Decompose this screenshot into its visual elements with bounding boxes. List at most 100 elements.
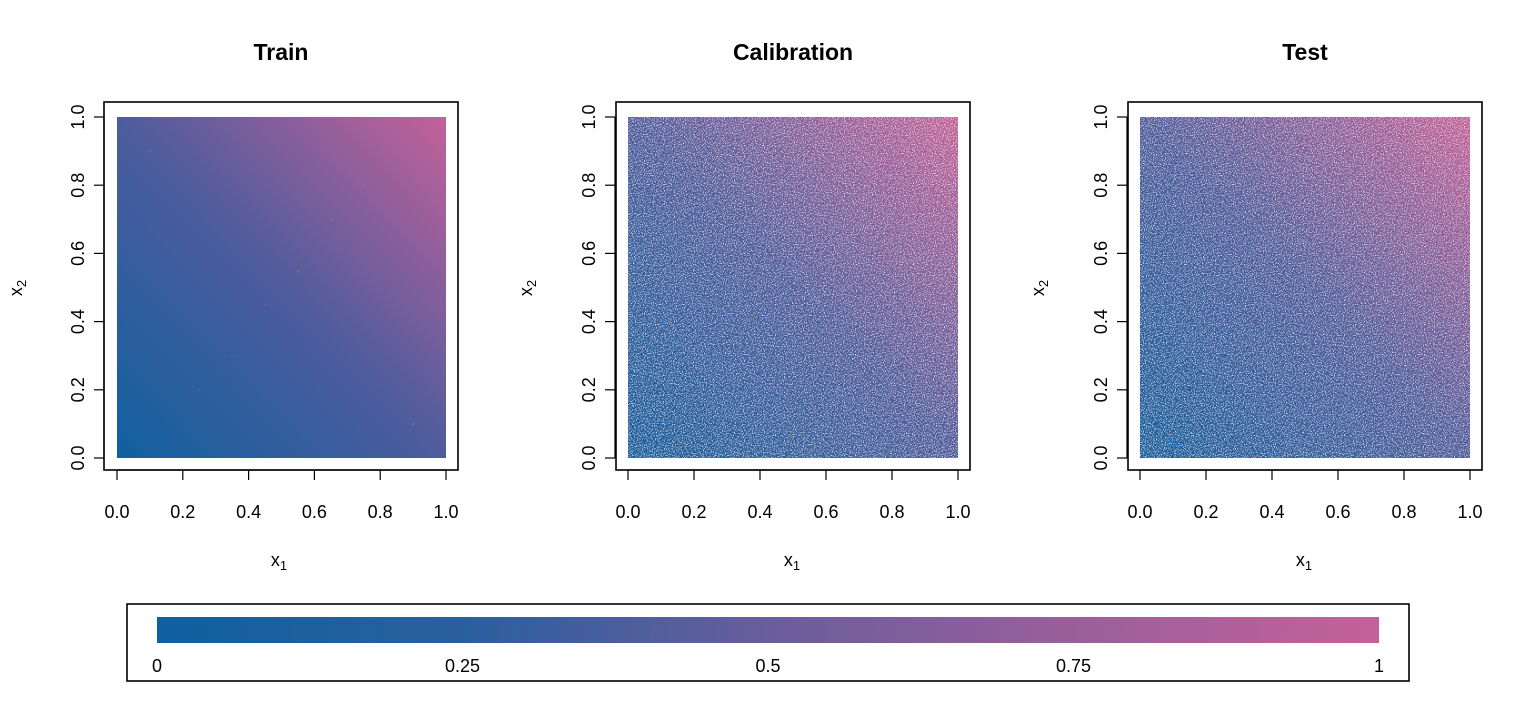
x-axis-label-main: x bbox=[1296, 550, 1305, 570]
scatter-point bbox=[230, 354, 234, 358]
x-tick-label: 0.8 bbox=[879, 502, 904, 522]
colorbar-tick-label: 1 bbox=[1374, 656, 1384, 676]
x-tick-label: 0.4 bbox=[236, 502, 261, 522]
x-tick-label: 0.6 bbox=[1325, 502, 1350, 522]
x-tick-label: 0.4 bbox=[747, 502, 772, 522]
scatter-point bbox=[939, 122, 944, 126]
y-tick-label: 0.6 bbox=[1091, 241, 1111, 266]
x-tick-label: 0.0 bbox=[615, 502, 640, 522]
x-tick-label: 0.4 bbox=[1259, 502, 1284, 522]
y-axis-label: x2 bbox=[516, 280, 539, 296]
scatter-point bbox=[1385, 200, 1390, 204]
y-tick-label: 0.2 bbox=[1091, 377, 1111, 402]
x-tick-label: 0.2 bbox=[1193, 502, 1218, 522]
scatter-point bbox=[362, 183, 366, 187]
panel-train: Train 0.0 0.0 0.2 0.2 0.4 0.4 0.6 0.6 0.8 0.8 1.0 1… bbox=[6, 39, 459, 573]
x-axis-label-sub: 1 bbox=[280, 558, 287, 573]
y-tick-label: 1.0 bbox=[1091, 104, 1111, 129]
y-tick-label: 0.4 bbox=[68, 309, 88, 334]
scatter-point bbox=[263, 302, 267, 307]
scatter-point bbox=[1187, 388, 1192, 392]
x-tick-label: 1.0 bbox=[1457, 502, 1482, 522]
axis-ticks: 0.0 0.0 0.2 0.2 0.4 0.4 0.6 0.6 0.8 0.8 1.0 1.0 bbox=[68, 104, 459, 522]
colorbar-frame bbox=[126, 603, 1410, 682]
scatter-point bbox=[1154, 422, 1159, 426]
scatter-point bbox=[791, 285, 795, 290]
panel-test: Test 0.0 0.0 0.2 0.2 0.4 0.4 0.6 0.6 0.8 0.8 1.0 1.… bbox=[1028, 39, 1483, 573]
axis-ticks: 0.0 0.0 0.2 0.2 0.4 0.4 0.6 0.6 0.8 0.8 1.0 1.0 bbox=[1091, 104, 1483, 522]
axis-ticks: 0.0 0.0 0.2 0.2 0.4 0.4 0.6 0.6 0.8 0.8 1.0 1.0 bbox=[579, 104, 971, 522]
scatter-points bbox=[131, 132, 432, 443]
scatter-point bbox=[1451, 439, 1456, 443]
y-tick-label: 0.8 bbox=[68, 173, 88, 198]
scatter-point bbox=[1154, 132, 1159, 136]
scatter-point bbox=[395, 149, 399, 153]
colorbar-legend: 0 0.25 0.5 0.75 1 bbox=[126, 603, 1410, 682]
x-tick-label: 0.2 bbox=[170, 502, 195, 522]
y-tick-label: 0.2 bbox=[68, 377, 88, 402]
scatter-points bbox=[642, 122, 944, 443]
x-tick-label: 1.0 bbox=[433, 502, 458, 522]
scatter-point bbox=[1220, 354, 1225, 358]
x-tick-label: 0.8 bbox=[368, 502, 393, 522]
y-tick-label: 0.0 bbox=[68, 445, 88, 470]
panel-title: Calibration bbox=[733, 39, 853, 65]
scatter-point bbox=[164, 422, 168, 426]
scatter-point bbox=[148, 149, 152, 153]
scatter-point bbox=[692, 405, 696, 409]
x-tick-label: 0.0 bbox=[1127, 502, 1152, 522]
x-axis-label-main: x bbox=[271, 550, 280, 570]
x-tick-label: 0.0 bbox=[104, 502, 129, 522]
scatter-point bbox=[725, 337, 729, 341]
y-axis-label-main: x bbox=[6, 287, 26, 296]
x-axis-label-sub: 1 bbox=[1305, 558, 1312, 573]
panel-calibration: Calibration 0.00.00.20.20.40.40.60.60.80… bbox=[516, 39, 971, 573]
x-tick-label: 1.0 bbox=[945, 502, 970, 522]
scatter-point bbox=[906, 405, 911, 409]
y-tick-label: 1.0 bbox=[68, 104, 88, 129]
scatter-point bbox=[427, 132, 432, 136]
y-tick-label: 0.8 bbox=[579, 173, 599, 198]
scatter-point bbox=[1253, 320, 1258, 324]
y-axis-label-sub: 2 bbox=[524, 280, 539, 287]
scatter-point bbox=[824, 251, 828, 255]
y-axis-label-sub: 2 bbox=[14, 280, 29, 287]
y-axis-label-main: x bbox=[1028, 287, 1048, 296]
scatter-point bbox=[131, 439, 136, 443]
panel-title: Train bbox=[254, 39, 309, 65]
scatter-point bbox=[1352, 234, 1357, 238]
x-tick-label: 0.6 bbox=[813, 502, 838, 522]
colorbar-tick-label: 0.75 bbox=[1056, 656, 1091, 676]
y-axis-label: x2 bbox=[1028, 280, 1051, 296]
scatter-density bbox=[117, 117, 446, 458]
scatter-point bbox=[857, 234, 861, 238]
x-tick-label: 0.2 bbox=[681, 502, 706, 522]
x-axis-label: x1 bbox=[271, 550, 287, 573]
scatter-point bbox=[329, 217, 333, 221]
scatter-point bbox=[923, 149, 927, 153]
scatter-point bbox=[758, 371, 762, 375]
x-axis-label-sub: 1 bbox=[793, 558, 800, 573]
y-tick-label: 0.2 bbox=[579, 377, 599, 402]
x-axis-label-main: x bbox=[784, 550, 793, 570]
y-tick-label: 0.0 bbox=[579, 445, 599, 470]
scatter-point bbox=[642, 439, 647, 443]
colorbar-tick-label: 0 bbox=[152, 656, 162, 676]
colorbar-gradient bbox=[157, 617, 1379, 643]
scatter-point bbox=[1286, 285, 1291, 290]
scatter-point bbox=[1418, 166, 1423, 170]
panel-title: Test bbox=[1282, 39, 1328, 65]
scatter-point bbox=[197, 388, 201, 392]
y-tick-label: 0.6 bbox=[68, 241, 88, 266]
scatter-point bbox=[659, 166, 663, 170]
y-axis-label-sub: 2 bbox=[1036, 280, 1051, 287]
scatter-point bbox=[296, 268, 300, 273]
colorbar-ticks: 0 0.25 0.5 0.75 1 bbox=[152, 656, 1384, 676]
colorbar-tick-label: 0.5 bbox=[755, 656, 780, 676]
y-tick-label: 0.4 bbox=[1091, 309, 1111, 334]
colorbar-tick-label: 0.25 bbox=[445, 656, 480, 676]
scatter-density bbox=[1140, 117, 1470, 458]
scatter-points bbox=[1154, 132, 1456, 443]
scatter-point bbox=[411, 422, 415, 426]
